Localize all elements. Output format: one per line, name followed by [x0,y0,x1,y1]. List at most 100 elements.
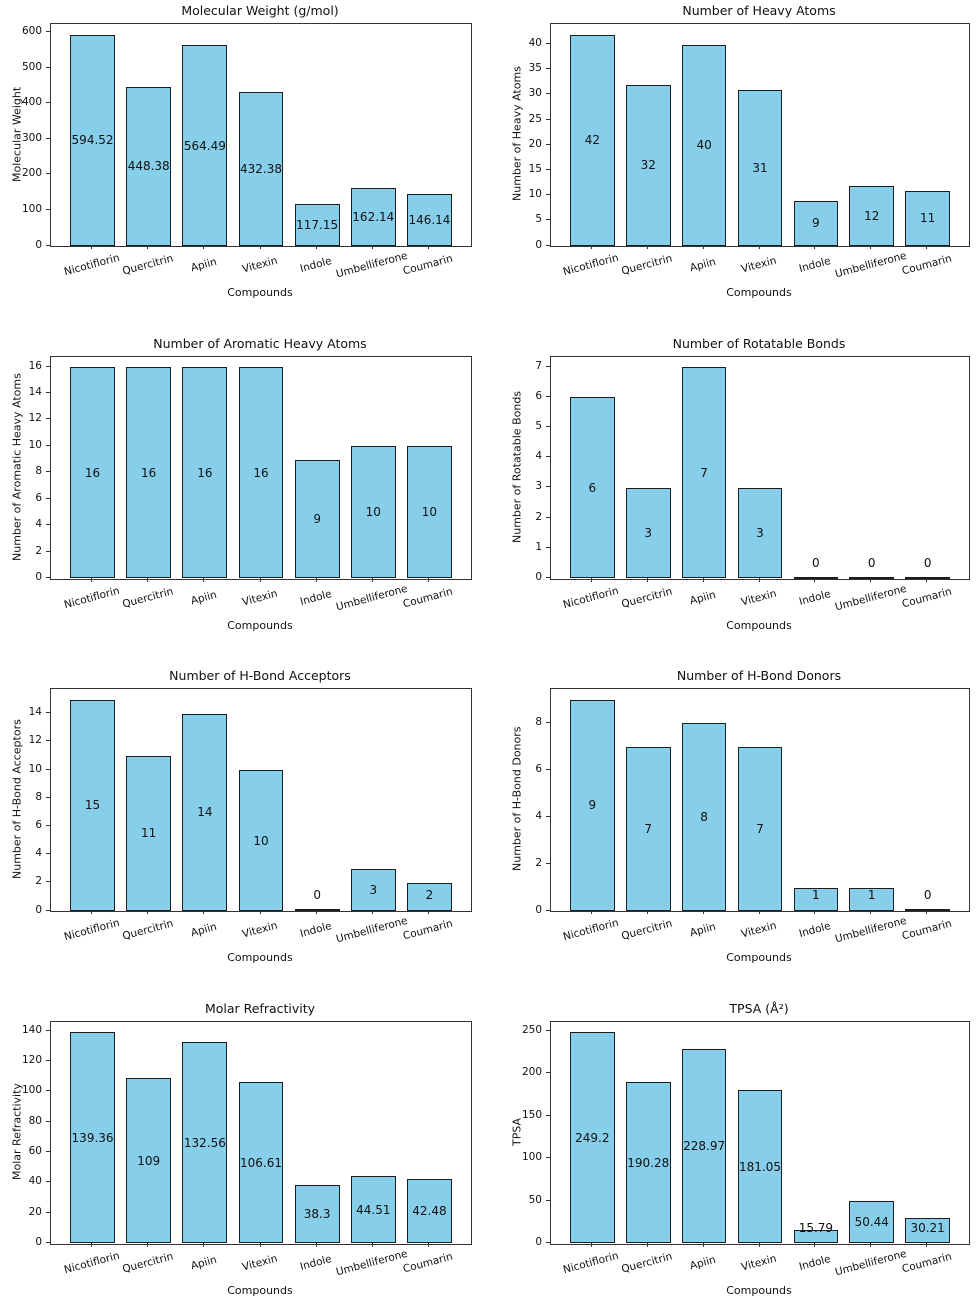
bar-value-label: 32 [640,158,656,173]
y-tick-label: 0 [535,571,542,583]
bar-quercitrin [126,367,172,579]
bar-value-label: 6 [588,480,597,495]
y-tick-label: 50 [528,1193,542,1206]
bar-value-label: 448.38 [127,159,170,174]
y-tick-label: 8 [535,715,542,728]
bar-value-label: 16 [197,465,213,480]
bar-value-label: 0 [812,555,820,570]
x-axis-tick [590,577,592,582]
y-tick-label: 16 [28,359,42,372]
y-axis-tick [546,168,550,170]
bar-value-label: 11 [141,826,157,841]
y-tick-label: 12 [28,734,42,747]
bar-value-label: 181.05 [739,1159,781,1174]
bar-value-label: 594.52 [71,133,114,148]
bar-indole [793,200,839,246]
y-axis-tick [46,1090,50,1092]
bar-indole [793,576,839,579]
bar-value-label: 10 [253,833,269,848]
y-tick-label: 10 [28,762,42,775]
y-axis-label: Number of Heavy Atoms [510,66,524,202]
bar-value-label: 38.3 [303,1207,331,1222]
y-axis-tick [46,853,50,855]
y-tick-label: 4 [535,450,542,463]
y-tick-label: 4 [35,518,42,531]
bar-value-label: 162.14 [352,210,395,225]
y-tick-label: 20 [28,1205,42,1218]
x-axis-tick [814,910,816,914]
x-axis-tick [702,910,704,914]
y-axis-tick [46,1059,50,1061]
y-tick-label: 4 [35,847,42,860]
chart-title: TPSA (Å²) [729,1000,789,1016]
chart-title: Number of Rotatable Bonds [672,335,846,351]
y-tick-label: 6 [535,762,542,775]
bar-value-label: 42.48 [412,1204,447,1219]
y-tick-label: 2 [35,544,42,557]
x-axis-label: Compounds [227,951,293,964]
y-axis-tick [546,143,550,145]
y-tick-label: 0 [535,1236,542,1248]
y-axis-tick [546,768,550,770]
y-tick-label: 40 [28,1175,42,1188]
plot-area: 139.36 109 132.56 106.61 38.3 44.51 42.48 [50,1020,472,1245]
bar-value-label: 50.44 [854,1215,889,1230]
y-axis-tick [46,1181,50,1183]
bar-value-label: 1 [812,888,820,902]
y-axis-tick [546,425,550,427]
bar-indole [793,1230,839,1244]
bar-nicotiflorin [570,34,615,246]
y-tick-label: 0 [35,571,42,583]
chart-title: Number of H-Bond Donors [676,668,842,683]
x-axis-tick [203,1242,205,1247]
chart-title: Number of Heavy Atoms [682,3,836,18]
bar-apiin [182,45,228,246]
bar-umbelliferone [849,576,895,579]
x-axis-tick [814,577,816,582]
y-axis-tick [546,546,550,548]
bar-value-label: 7 [700,465,708,480]
y-axis-tick [546,93,550,95]
bar-vitexin [737,1089,783,1244]
y-axis-tick [546,1114,550,1116]
bar-value-label: 1 [867,888,876,902]
y-axis-tick [546,1157,550,1159]
plot-area: 594.52 448.38 564.49 432.38 117.15 162.14 146.… [50,23,472,247]
y-tick-label: 25 [528,112,542,125]
x-axis-tick [870,910,872,914]
y-axis-tick [46,137,50,139]
y-axis-tick [46,173,50,175]
y-axis-tick [46,244,50,246]
bar-vitexin [737,746,783,911]
x-axis-tick [91,1242,93,1247]
bar-nicotiflorin [570,1032,615,1244]
bar-coumarin [905,909,950,911]
y-axis-tick [546,194,550,196]
y-tick-label: 12 [28,412,42,425]
bar-vitexin [238,367,284,579]
bar-value-label: 14 [197,805,213,820]
y-tick-label: 100 [21,1084,42,1097]
y-axis-tick [546,486,550,488]
x-axis-tick [758,245,760,249]
bar-vitexin [238,92,284,246]
y-axis-tick [546,43,550,45]
x-axis-label: Compounds [726,951,792,964]
x-axis-tick [814,245,816,249]
y-tick-label: 8 [35,790,42,803]
bar-value-label: 40 [696,138,712,153]
chart-cell-molar-refractivity: Molar Refractivity Molar Refractivity 139.… [0,998,488,1310]
y-tick-label: 500 [21,60,42,73]
bar-vitexin [737,487,783,579]
plot-area: 42 32 40 31 9 12 11 [550,23,970,247]
y-tick-label: 2 [535,856,542,869]
bar-value-label: 109 [137,1153,161,1168]
y-tick-label: 1 [535,540,542,553]
x-axis-tick [371,1242,373,1247]
bar-value-label: 7 [644,821,653,836]
chart-title: Number of Aromatic Heavy Atoms [153,335,367,351]
bar-value-label: 0 [923,555,932,570]
bar-coumarin [905,576,950,579]
y-axis-tick [46,796,50,798]
